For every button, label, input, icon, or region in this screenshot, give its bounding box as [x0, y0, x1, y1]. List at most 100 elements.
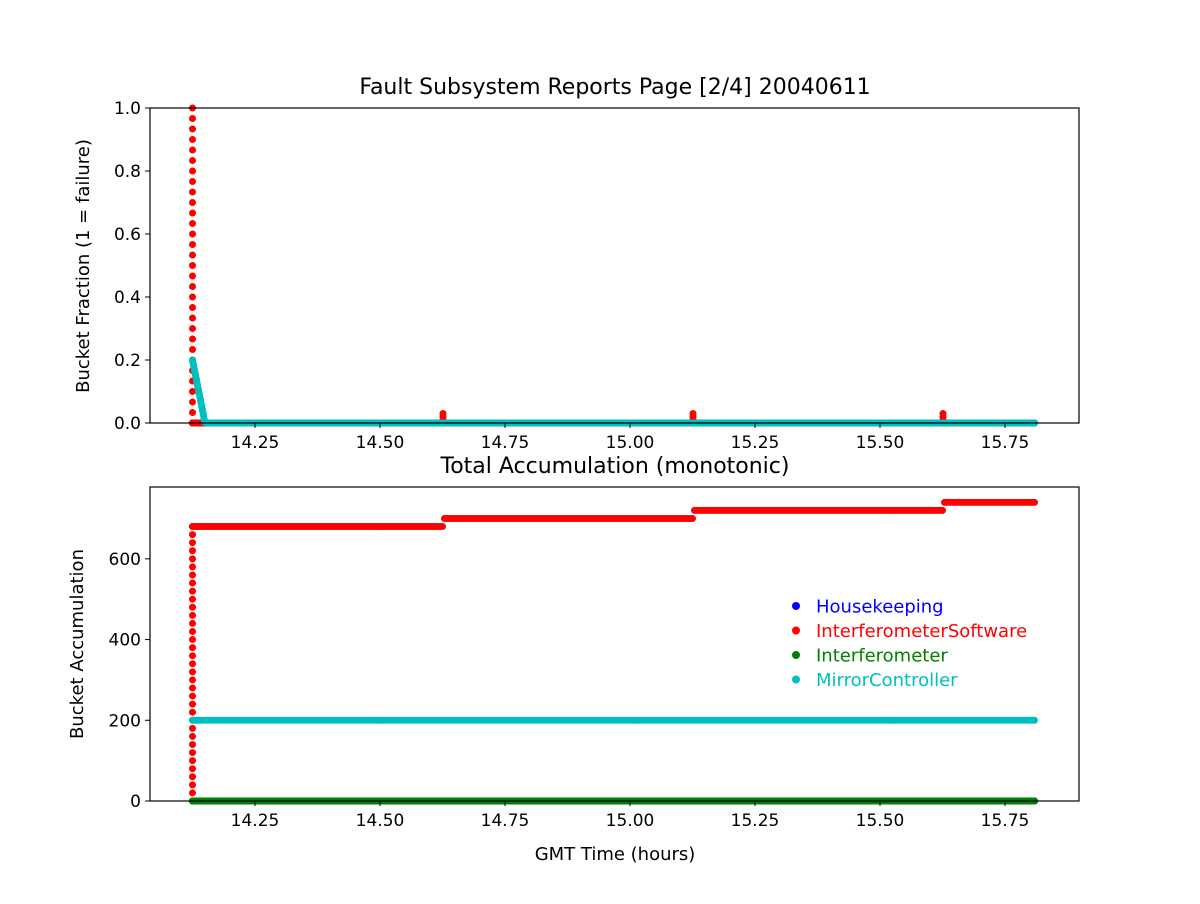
- interferometersoftware-point: [189, 167, 196, 175]
- interferometersoftware-point: [189, 388, 196, 395]
- interferometersoftware-point: [189, 684, 196, 692]
- y-tick-label: 0.2: [114, 351, 141, 371]
- interferometersoftware-point: [189, 603, 196, 611]
- legend-marker: [792, 675, 800, 684]
- interferometersoftware-point: [189, 636, 196, 644]
- mirrorcontroller-point: [1031, 716, 1038, 724]
- interferometersoftware-point: [189, 627, 196, 635]
- x-tick-label: 15.75: [981, 433, 1030, 453]
- y-tick-label: 0.0: [114, 414, 141, 434]
- interferometersoftware-point: [689, 514, 696, 522]
- interferometersoftware-point: [189, 587, 196, 595]
- y-tick-label: 0.4: [114, 288, 141, 308]
- interferometersoftware-point: [189, 209, 196, 217]
- interferometersoftware-point: [189, 555, 196, 563]
- interferometersoftware-point: [189, 304, 196, 311]
- interferometersoftware-point: [189, 293, 196, 301]
- interferometersoftware-point: [189, 781, 196, 789]
- interferometersoftware-point: [189, 230, 196, 238]
- x-tick-label: 15.75: [981, 811, 1030, 831]
- interferometersoftware-point: [189, 611, 196, 619]
- legend-label: MirrorController: [816, 670, 958, 691]
- interferometersoftware-point: [189, 660, 196, 668]
- x-tick-label: 15.00: [606, 811, 655, 831]
- interferometersoftware-point: [189, 283, 196, 290]
- legend: Housekeeping InterferometerSoftware Interf…: [792, 597, 1027, 691]
- interferometersoftware-point: [189, 220, 196, 227]
- interferometersoftware-point: [439, 410, 447, 418]
- y-tick-label: 0.8: [114, 162, 141, 182]
- interferometersoftware-point: [189, 732, 196, 740]
- interferometersoftware-point: [189, 619, 196, 627]
- bottom-ylabel: Bucket Accumulation: [67, 549, 88, 739]
- x-tick-label: 14.75: [481, 811, 530, 831]
- interferometersoftware-point: [189, 700, 196, 708]
- interferometersoftware-point: [189, 272, 196, 280]
- interferometersoftware-point: [189, 146, 196, 154]
- axes-frame: [149, 486, 1080, 802]
- interferometersoftware-point: [189, 523, 196, 531]
- interferometersoftware-point: [189, 579, 196, 587]
- top-plot: 14.25 14.50 14.75 15.00 15.25 15.50 15.75 0.0 0.…: [114, 99, 1080, 453]
- legend-marker: [792, 626, 800, 635]
- x-tick-label: 14.25: [231, 433, 280, 453]
- bottom-plot: 14.25 14.50 14.75 15.00 15.25 15.50 15.75 0 200 4…: [109, 486, 1080, 831]
- interferometersoftware-point: [189, 531, 196, 539]
- interferometersoftware-point: [189, 692, 196, 700]
- interferometersoftware-point: [189, 595, 196, 603]
- y-tick-label: 200: [109, 711, 141, 731]
- y-tick-label: 1.0: [114, 99, 141, 119]
- x-tick-label: 15.50: [856, 433, 905, 453]
- interferometersoftware-point: [189, 773, 196, 781]
- interferometersoftware-point: [189, 676, 196, 684]
- interferometersoftware-point: [189, 652, 196, 660]
- interferometersoftware-point: [1031, 498, 1038, 506]
- interferometersoftware-point: [189, 125, 196, 133]
- legend-marker: [792, 602, 800, 610]
- interferometersoftware-point: [189, 398, 196, 406]
- interferometersoftware-point: [189, 668, 196, 676]
- interferometersoftware-point: [189, 644, 196, 652]
- interferometersoftware-point: [189, 188, 196, 196]
- y-tick-label: 0.6: [114, 225, 141, 245]
- legend-marker: [792, 651, 800, 659]
- interferometersoftware-point: [189, 346, 196, 353]
- interferometersoftware-point: [189, 724, 196, 732]
- x-tick-label: 15.25: [731, 811, 780, 831]
- interferometersoftware-point: [189, 157, 196, 164]
- bottom-xlabel: GMT Time (hours): [535, 844, 696, 865]
- interferometersoftware-point: [189, 757, 196, 765]
- legend-label: Housekeeping: [816, 597, 944, 618]
- interferometersoftware-point: [189, 314, 196, 322]
- interferometersoftware-point: [189, 136, 196, 143]
- y-tick-label: 0: [130, 792, 141, 812]
- interferometersoftware-point: [189, 241, 196, 248]
- interferometersoftware-point: [939, 506, 946, 514]
- interferometersoftware-point: [189, 571, 196, 579]
- y-tick-label: 600: [109, 550, 141, 570]
- x-tick-label: 15.00: [606, 433, 655, 453]
- interferometersoftware-point: [189, 335, 196, 343]
- x-tick-label: 14.50: [356, 811, 405, 831]
- interferometersoftware-point: [189, 749, 196, 757]
- interferometersoftware-point: [189, 708, 196, 716]
- x-tick-label: 14.50: [356, 433, 405, 453]
- interferometersoftware-point: [189, 262, 196, 269]
- interferometersoftware-point: [189, 178, 196, 185]
- interferometersoftware-point: [439, 523, 446, 531]
- interferometersoftware-point: [189, 547, 196, 555]
- x-tick-label: 14.25: [231, 811, 280, 831]
- bottom-title: Total Accumulation (monotonic): [440, 454, 790, 479]
- y-tick-label: 400: [109, 631, 141, 651]
- interferometersoftware-point: [189, 539, 196, 547]
- top-title: Fault Subsystem Reports Page [2/4] 20040…: [359, 75, 870, 100]
- interferometersoftware-point: [189, 251, 196, 259]
- interferometersoftware-point: [189, 409, 196, 416]
- interferometersoftware-point: [189, 563, 196, 571]
- interferometersoftware-point: [189, 740, 196, 748]
- interferometersoftware-point: [689, 410, 697, 418]
- x-tick-label: 15.50: [856, 811, 905, 831]
- axes-frame: [149, 107, 1080, 424]
